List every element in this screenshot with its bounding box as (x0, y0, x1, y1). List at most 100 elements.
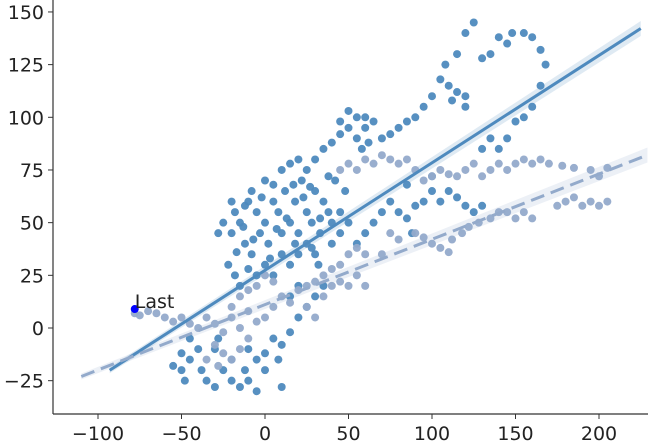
series-0-point (444, 187, 453, 196)
series-0-point (503, 134, 512, 143)
series-1-regression-line (80, 153, 648, 378)
series-0-point (240, 366, 249, 375)
y-tick-label: −25 (4, 371, 44, 393)
series-1-point (144, 307, 153, 316)
series-0-regression-line (108, 27, 642, 372)
series-1-point (511, 214, 520, 223)
series-0-point (302, 165, 311, 174)
series-1-point (402, 155, 411, 164)
series-0-point (294, 229, 303, 238)
series-1-point (169, 317, 178, 326)
y-tick-label: 25 (20, 265, 44, 287)
series-0-point (269, 197, 278, 206)
series-1-point (569, 163, 578, 172)
series-0-point (294, 250, 303, 259)
series-0-point (277, 165, 286, 174)
y-tick-label: 75 (20, 160, 44, 182)
series-1-point (344, 159, 353, 168)
series-1-point (528, 214, 537, 223)
series-0-point (299, 193, 308, 202)
series-0-point (394, 123, 403, 132)
series-1-point (369, 159, 378, 168)
series-0-point (344, 218, 353, 227)
series-0-point (214, 229, 223, 238)
series-0-point (252, 387, 261, 396)
series-0-point (344, 106, 353, 115)
series-0-point (331, 176, 340, 185)
series-1-point (419, 176, 428, 185)
series-0-point (411, 201, 420, 210)
series-1-point (160, 313, 169, 322)
series-0-point (311, 292, 320, 301)
series-1-point (344, 281, 353, 290)
series-0-point (352, 113, 361, 122)
x-tick-label: 0 (259, 423, 271, 443)
last-point-marker (130, 305, 139, 314)
series-1-point (336, 165, 345, 174)
series-0-point (261, 218, 269, 227)
series-1-point (503, 208, 512, 217)
series-1-point (419, 233, 428, 242)
series-0-point (478, 54, 487, 63)
series-0-point (239, 222, 248, 231)
series-0-point (441, 60, 450, 69)
series-0-point (261, 260, 269, 269)
series-0-point (230, 271, 239, 280)
series-0-point (214, 334, 223, 343)
series-0-point (336, 208, 345, 217)
series-0-point (281, 187, 290, 196)
series-0-point (264, 239, 273, 248)
series-0-point (486, 50, 495, 59)
series-1-point (269, 277, 278, 286)
series-1-point (436, 165, 445, 174)
series-0-point (461, 92, 470, 101)
series-0-point (428, 92, 436, 101)
series-1-point (553, 201, 562, 210)
series-0-point (319, 144, 328, 153)
series-0-point (419, 102, 428, 111)
series-1-point (578, 201, 587, 210)
series-1-point (219, 328, 228, 337)
series-0-point (286, 328, 295, 337)
series-0-point (324, 208, 333, 217)
series-1-point (252, 281, 261, 290)
series-0-point (194, 345, 203, 354)
series-0-point (341, 187, 350, 196)
series-0-point (486, 134, 495, 143)
series-1-point (377, 151, 386, 160)
series-0-point (274, 208, 283, 217)
series-0-point (302, 208, 311, 217)
series-1-point (252, 317, 261, 326)
series-1-point (227, 355, 236, 364)
series-0-point (247, 187, 256, 196)
series-0-point (294, 313, 303, 322)
series-0-point (519, 113, 528, 122)
series-0-point (185, 355, 194, 364)
series-1-point (377, 250, 386, 259)
series-0-point (177, 366, 186, 375)
series-1-point (511, 159, 520, 168)
series-0-point (269, 180, 278, 189)
series-0-point (297, 176, 306, 185)
series-1-point (319, 292, 328, 301)
series-0-point (202, 376, 211, 385)
series-0-point (377, 208, 386, 217)
series-1-point (244, 334, 253, 343)
series-0-point (227, 197, 236, 206)
series-1-point (352, 243, 361, 252)
series-1-point (561, 197, 570, 206)
series-0-point (266, 254, 275, 263)
series-1-point (469, 159, 478, 168)
series-0-point (210, 382, 219, 391)
series-0-point (249, 235, 258, 244)
series-0-point (478, 201, 487, 210)
series-0-point (232, 248, 241, 257)
series-1-point (386, 229, 395, 238)
series-0-point (261, 349, 269, 358)
series-0-point (541, 60, 550, 69)
series-0-point (291, 197, 300, 206)
series-1-point (394, 159, 403, 168)
series-1-point (595, 201, 603, 210)
series-1-point (519, 155, 528, 164)
